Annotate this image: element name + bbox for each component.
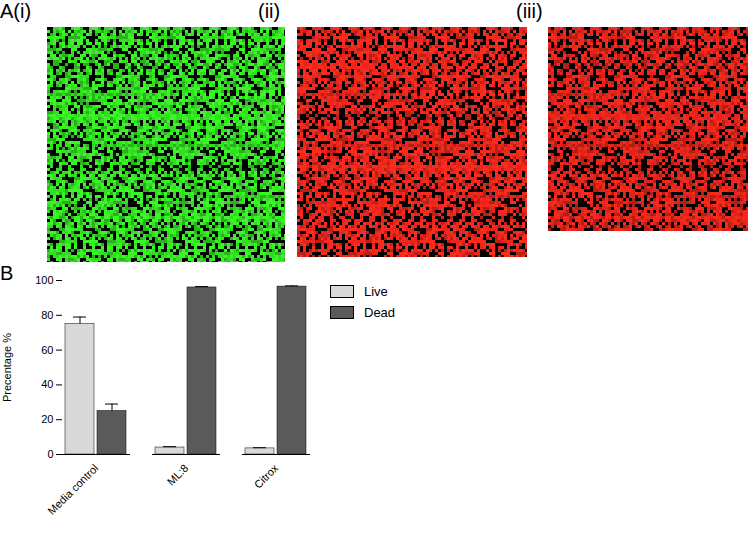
svg-text:0: 0 xyxy=(47,448,53,460)
html-text:Dead: Dead xyxy=(364,305,396,320)
html-text:Live: Live xyxy=(364,284,388,299)
svg-text:Media control: Media control xyxy=(45,462,100,517)
svg-text:40: 40 xyxy=(41,378,53,390)
svg-text:Citrox: Citrox xyxy=(252,461,281,490)
svg-text:80: 80 xyxy=(41,309,53,321)
svg-text:Precentage %: Precentage % xyxy=(1,333,13,402)
svg-text:20: 20 xyxy=(41,413,53,425)
html-text:A(i): A(i) xyxy=(0,0,32,22)
html-text:(ii): (ii) xyxy=(258,0,281,22)
svg-text:ML:8: ML:8 xyxy=(165,462,191,488)
html-text:(iii): (iii) xyxy=(516,0,543,22)
html-text:B: B xyxy=(0,262,14,284)
svg-text:100: 100 xyxy=(35,274,53,286)
svg-text:60: 60 xyxy=(41,344,53,356)
